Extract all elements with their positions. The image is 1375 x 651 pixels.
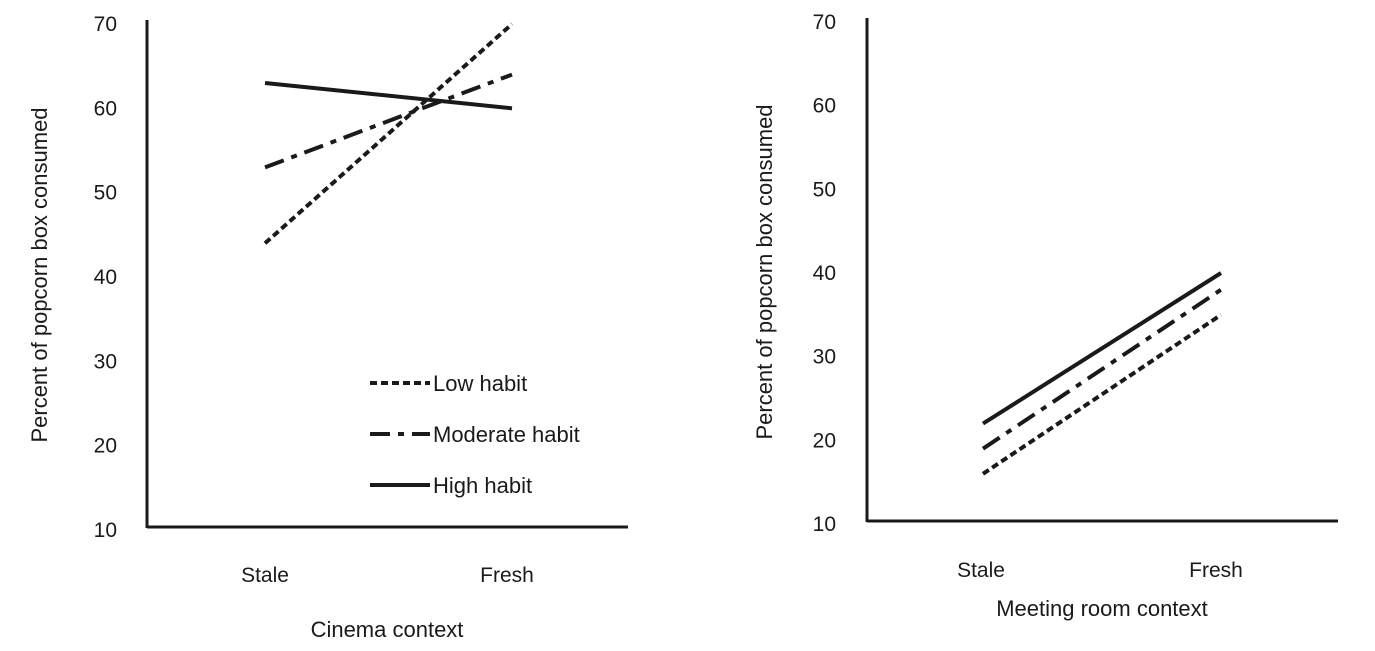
x-tick-label: Fresh [480, 564, 534, 587]
y-tick-labels: 10 20 30 40 50 60 70 [94, 13, 117, 542]
y-tick-label: 50 [94, 182, 117, 205]
cinema-chart: 10 20 30 40 50 60 70 Stale Fresh Percent of pop… [27, 13, 628, 642]
y-tick-label: 20 [813, 429, 836, 452]
series-line-solid [981, 271, 1223, 426]
x-axis-title: Cinema context [311, 617, 464, 642]
legend-label: High habit [433, 473, 532, 498]
y-tick-label: 70 [94, 13, 117, 36]
y-tick-labels: 10 20 30 40 50 60 70 [813, 11, 836, 536]
y-tick-label: 20 [94, 435, 117, 458]
y-tick-label: 50 [813, 178, 836, 201]
legend: Low habit Moderate habit High habit [370, 371, 580, 498]
x-tick-labels: Stale Fresh [957, 559, 1243, 582]
series-line-dash-dot [981, 288, 1223, 451]
series-line-solid [264, 81, 513, 111]
x-tick-label: Stale [241, 564, 289, 587]
legend-label: Moderate habit [433, 422, 580, 447]
y-tick-label: 70 [813, 11, 836, 34]
legend-label: Low habit [433, 371, 527, 396]
series-line-dash-dot [264, 72, 513, 170]
x-tick-label: Fresh [1189, 559, 1243, 582]
x-tick-label: Stale [957, 559, 1005, 582]
y-axis-title: Percent of popcorn box consumed [752, 104, 777, 439]
y-axis-title: Percent of popcorn box consumed [27, 107, 52, 442]
y-tick-label: 60 [94, 97, 117, 120]
y-tick-label: 10 [813, 513, 836, 536]
series-lines [263, 22, 514, 245]
series-line-dotted [981, 313, 1223, 476]
y-tick-label: 30 [94, 350, 117, 373]
y-tick-label: 40 [813, 262, 836, 285]
x-tick-labels: Stale Fresh [241, 564, 534, 587]
meeting-room-chart: 10 20 30 40 50 60 70 Stale Fresh Percent of pop… [752, 11, 1338, 621]
y-tick-label: 10 [94, 519, 117, 542]
series-lines [981, 271, 1223, 476]
y-tick-label: 40 [94, 266, 117, 289]
y-tick-label: 60 [813, 95, 836, 118]
x-axis-title: Meeting room context [996, 596, 1208, 621]
series-line-dotted [263, 22, 514, 245]
y-tick-label: 30 [813, 346, 836, 369]
